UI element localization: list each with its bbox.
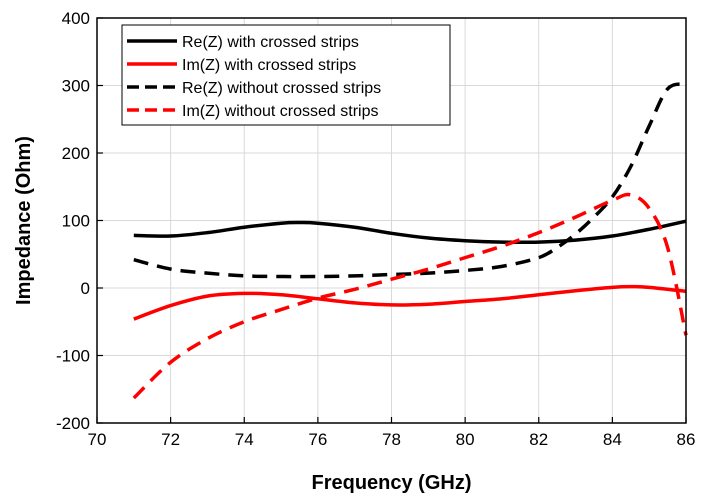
x-tick-label: 82 [529,430,548,449]
x-tick-label: 74 [235,430,254,449]
legend-label: Re(Z) without crossed strips [182,80,381,97]
y-tick-label: 200 [62,144,90,163]
x-tick-label: 72 [161,430,180,449]
x-tick-label: 86 [677,430,696,449]
y-tick-label: 0 [81,279,90,298]
x-tick-label: 76 [308,430,327,449]
x-tick-label: 80 [456,430,475,449]
series-line-re-z-with-crossed-strips [133,219,687,245]
series-line-im-z-with-crossed-strips [133,284,687,321]
y-tick-label: 400 [62,9,90,28]
y-tick-label: -200 [56,414,90,433]
y-tick-label: 100 [62,212,90,231]
series-line-re-z-without-crossed-strips [133,82,687,279]
series-layer [132,82,688,400]
y-axis-label: Impedance (Ohm) [13,136,35,305]
legend-label: Re(Z) with crossed strips [182,34,359,51]
legend-label: Im(Z) with crossed strips [182,57,356,74]
series-line-im-z-without-crossed-strips [132,192,688,400]
legend-label: Im(Z) without crossed strips [182,103,378,120]
x-tick-label: 78 [382,430,401,449]
legend: Re(Z) with crossed strips Im(Z) with cros… [121,24,451,126]
x-tick-label: 84 [603,430,622,449]
ticks: 70 72 74 76 78 80 82 84 86 -200 -100 0 100 200 300 400 [56,9,695,449]
x-axis-label: Frequency (GHz) [311,472,471,494]
y-tick-label: -100 [56,347,90,366]
x-tick-label: 70 [88,430,107,449]
y-tick-label: 300 [62,77,90,96]
